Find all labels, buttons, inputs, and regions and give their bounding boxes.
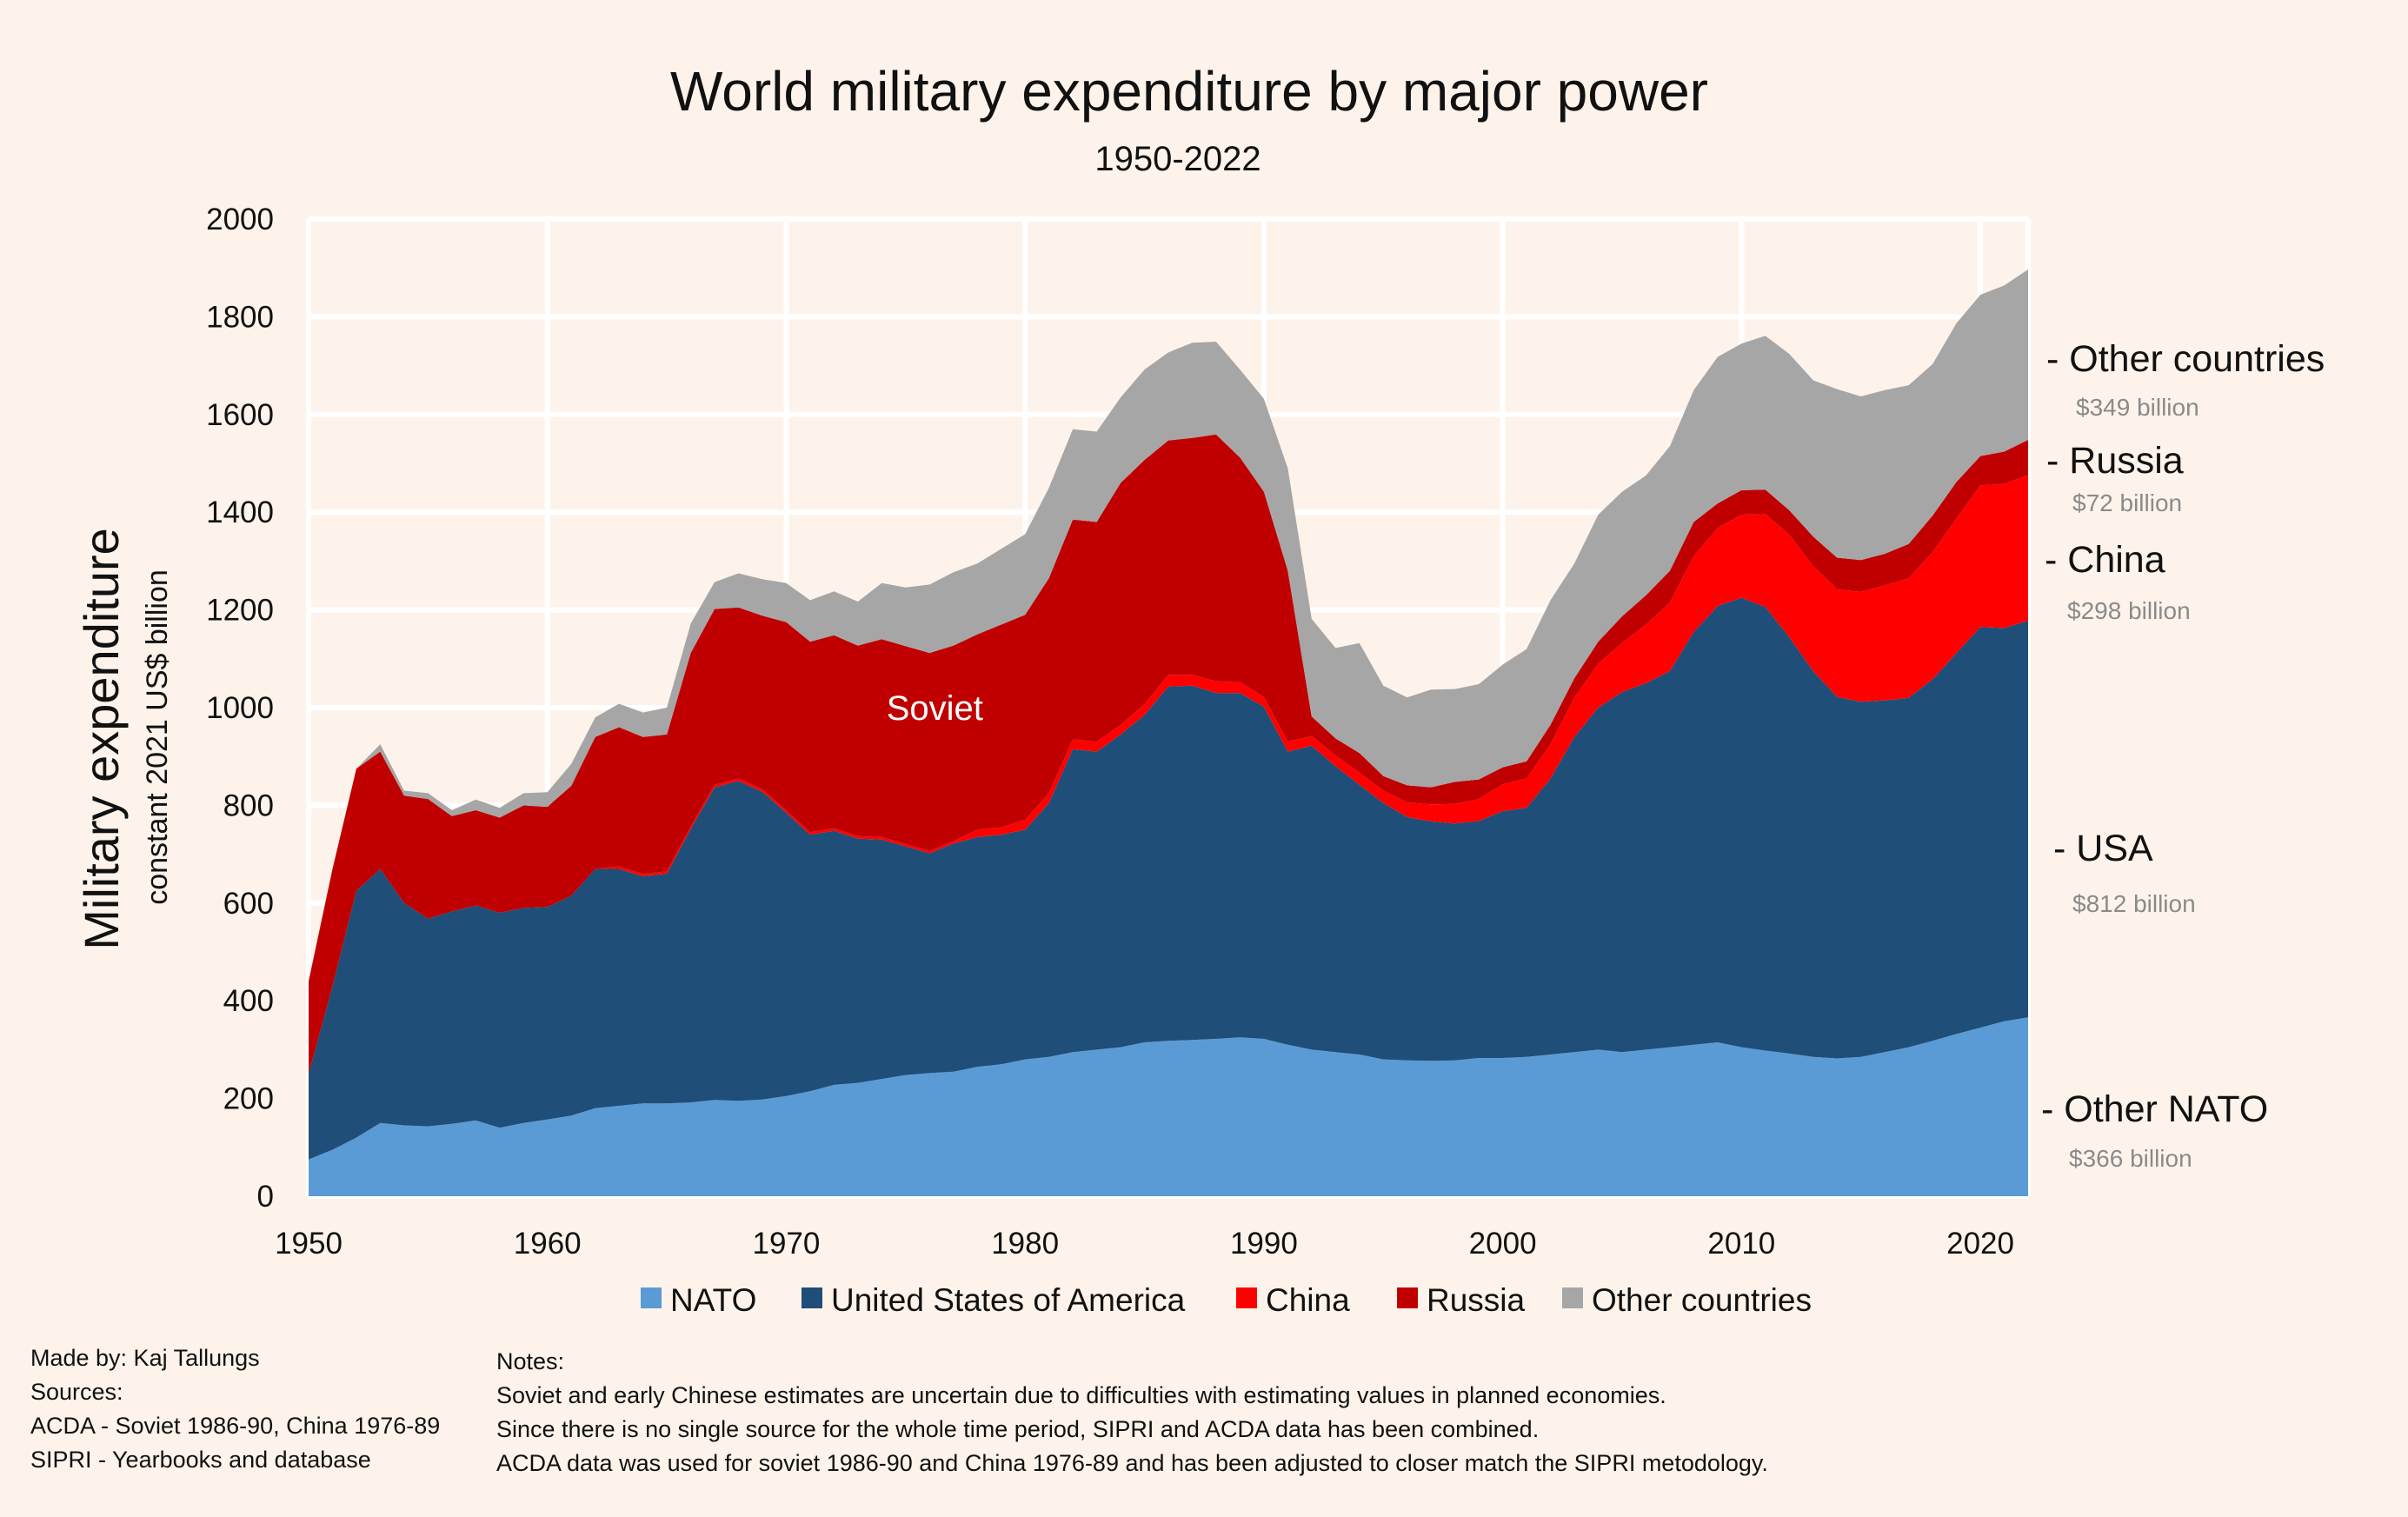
legend-swatch: [802, 1287, 822, 1308]
legend-label: Russia: [1427, 1282, 1526, 1318]
end-label-value: $298 billion: [2067, 597, 2191, 624]
footer-notes: Notes: Soviet and early Chinese estimate…: [496, 1345, 1768, 1480]
y-tick-label: 200: [223, 1082, 274, 1116]
x-tick-label: 1970: [753, 1227, 821, 1261]
source-line: SIPRI - Yearbooks and database: [30, 1447, 371, 1473]
legend-swatch: [1562, 1287, 1583, 1308]
soviet-annotation: Soviet: [887, 689, 983, 728]
y-tick-label: 0: [257, 1180, 274, 1214]
legend-label: NATO: [670, 1282, 756, 1318]
x-tick-label: 1990: [1230, 1227, 1298, 1261]
legend: NATO United States of America China Russia O…: [641, 1282, 1812, 1318]
footer-credits: Made by: Kaj Tallungs Sources: ACDA - So…: [30, 1341, 440, 1477]
end-label-value: $349 billion: [2076, 394, 2199, 421]
end-label-value: $366 billion: [2069, 1145, 2192, 1172]
x-tick-label: 1950: [275, 1227, 343, 1261]
note-line: Soviet and early Chinese estimates are u…: [496, 1382, 1666, 1408]
axes: 0 200 400 600 800 1000 1200 1400 1600 1800 2000 195…: [206, 203, 2014, 1261]
area-united-states-of-america: [309, 597, 2028, 1160]
end-label-name: - USA: [2053, 828, 2153, 869]
note-line: Since there is no single source for the …: [496, 1416, 1540, 1442]
notes-heading: Notes:: [496, 1348, 565, 1374]
legend-label: China: [1266, 1282, 1350, 1318]
end-label-value: $72 billion: [2072, 489, 2182, 516]
x-tick-label: 2000: [1469, 1227, 1537, 1261]
x-tick-label: 1960: [514, 1227, 582, 1261]
end-label-name: - Russia: [2046, 440, 2184, 482]
area-other-countries: [309, 269, 2028, 981]
chart-title: World military expenditure by major powe…: [670, 60, 1708, 123]
end-label-value: $812 billion: [2072, 890, 2196, 917]
y-axis-label: Military expenditure: [74, 528, 129, 950]
sources-heading: Sources:: [30, 1379, 123, 1405]
area-russia: [309, 434, 2028, 1075]
legend-label: Other countries: [1592, 1282, 1812, 1318]
y-tick-label: 1800: [206, 300, 274, 334]
area-series: [309, 269, 2028, 1196]
legend-label: United States of America: [831, 1282, 1186, 1318]
legend-swatch: [641, 1287, 662, 1308]
y-axis-sublabel: constant 2021 US$ billion: [141, 569, 174, 905]
end-label-name: - Other NATO: [2041, 1088, 2268, 1130]
end-label-name: - China: [2045, 539, 2165, 581]
legend-swatch: [1236, 1287, 1257, 1308]
area-nato: [309, 1017, 2028, 1196]
y-tick-label: 600: [223, 887, 274, 921]
source-line: ACDA - Soviet 1986-90, China 1976-89: [30, 1413, 441, 1439]
legend-swatch: [1397, 1287, 1418, 1308]
credit-text: Made by: Kaj Tallungs: [30, 1345, 260, 1371]
y-tick-label: 1600: [206, 398, 274, 432]
annotations: Soviet: [887, 689, 983, 728]
chart-subtitle: 1950-2022: [1094, 140, 1261, 178]
y-tick-label: 1400: [206, 496, 274, 529]
y-tick-label: 800: [223, 788, 274, 822]
end-label-name: - Other countries: [2046, 338, 2325, 380]
y-tick-label: 2000: [206, 203, 274, 236]
y-tick-label: 1000: [206, 691, 274, 725]
x-tick-label: 2010: [1707, 1227, 1775, 1261]
y-tick-label: 1200: [206, 594, 274, 628]
x-tick-label: 2020: [1946, 1227, 2014, 1261]
note-line: ACDA data was used for soviet 1986-90 an…: [496, 1450, 1768, 1476]
y-tick-label: 400: [223, 984, 274, 1018]
x-tick-label: 1980: [991, 1227, 1059, 1261]
end-labels: - Other countries $349 billion - Russia $72…: [2041, 338, 2325, 1172]
